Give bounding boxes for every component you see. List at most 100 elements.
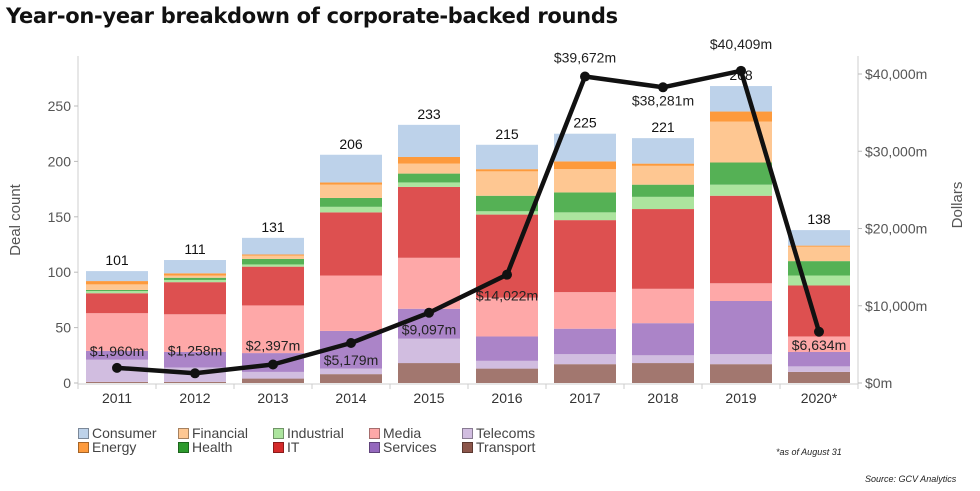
bar-segment-consumer	[632, 138, 694, 164]
bar-segment-consumer	[554, 133, 616, 162]
bar-segment-health	[710, 162, 772, 185]
legend-item-health: Health	[178, 440, 273, 454]
x-tick-label: 2017	[569, 390, 600, 406]
bar-segment-telecoms	[320, 368, 382, 375]
bar-segment-telecoms	[242, 371, 304, 379]
x-tick-label: 2013	[257, 390, 288, 406]
bar-segment-industrial	[320, 206, 382, 213]
x-tick-label: 2018	[647, 390, 678, 406]
dollars-point	[268, 359, 278, 370]
bar-segment-health	[86, 289, 148, 292]
chart-title: Year-on-year breakdown of corporate-back…	[6, 4, 618, 28]
dollars-point	[580, 71, 590, 82]
y2-tick-label: $0m	[865, 375, 892, 391]
bar-segment-services	[710, 301, 772, 355]
bar-segment-services	[86, 350, 148, 360]
bar-segment-transport	[632, 363, 694, 383]
bar-segment-consumer	[788, 230, 850, 246]
y-tick-label: 200	[48, 153, 72, 169]
y-tick-label: 50	[55, 320, 71, 336]
bar-segment-industrial	[710, 184, 772, 196]
bar-total-label: 131	[261, 219, 285, 235]
dollars-label: $14,022m	[476, 288, 538, 304]
bar-segment-media	[788, 336, 850, 352]
bar-segment-energy	[476, 169, 538, 172]
bar-segment-energy	[398, 156, 460, 164]
bar-segment-it	[86, 293, 148, 314]
dollars-point	[424, 307, 434, 318]
dollars-label: $9,097m	[402, 322, 456, 338]
bar-segment-health	[164, 277, 226, 280]
bar-segment-telecoms	[398, 338, 460, 364]
y2-tick-label: $40,000m	[865, 66, 927, 82]
bar-total-label: 225	[573, 115, 597, 131]
bar-segment-media	[242, 305, 304, 354]
x-tick-label: 2020*	[801, 390, 838, 406]
bar-segment-it	[710, 195, 772, 284]
y2-tick-label: $30,000m	[865, 143, 927, 159]
source-note: Source: GCV Analytics	[865, 474, 957, 484]
dollars-label: $6,634m	[792, 337, 846, 353]
legend-label: Health	[192, 439, 233, 455]
bar-segment-financial	[164, 275, 226, 278]
dollars-point	[658, 82, 668, 93]
legend-label: Consumer	[92, 425, 157, 441]
legend-item-consumer: Consumer	[78, 426, 178, 440]
bar-segment-consumer	[242, 237, 304, 255]
bar-segment-services	[788, 351, 850, 367]
bar-segment-transport	[398, 363, 460, 383]
bar-segment-telecoms	[788, 366, 850, 372]
bar-segment-services	[554, 328, 616, 355]
legend-label: Financial	[192, 425, 249, 441]
x-tick-label: 2015	[413, 390, 444, 406]
legend-label: Energy	[92, 439, 137, 455]
bar-segment-health	[320, 197, 382, 207]
dollars-label: $5,179m	[324, 352, 378, 368]
x-tick-label: 2014	[335, 390, 366, 406]
bar-segment-energy	[632, 163, 694, 166]
dollars-point	[112, 362, 122, 373]
legend-swatch	[462, 427, 473, 439]
bar-segment-it	[398, 186, 460, 258]
legend-item-telecoms: Telecoms	[462, 426, 552, 440]
bar-segment-media	[476, 297, 538, 337]
bar-segment-telecoms	[632, 355, 694, 364]
bar-segment-financial	[632, 165, 694, 185]
y-axis-title: Deal count	[7, 183, 24, 256]
x-tick-label: 2012	[179, 390, 210, 406]
legend-swatch	[462, 441, 473, 453]
bar-segment-consumer	[710, 86, 772, 112]
x-tick-label: 2016	[491, 390, 522, 406]
bar-total-label: 138	[807, 211, 831, 227]
legend: Consumer Financial Industrial Media Telecoms…	[78, 426, 552, 454]
bar-segment-industrial	[398, 182, 460, 187]
bar-segment-industrial	[788, 275, 850, 286]
bar-segment-financial	[242, 255, 304, 259]
bar-segment-energy	[86, 281, 148, 285]
bar-segment-services	[164, 351, 226, 368]
bar-segment-transport	[242, 378, 304, 383]
bar-segment-energy	[242, 254, 304, 256]
bar-segment-it	[632, 209, 694, 289]
bar-segment-transport	[476, 368, 538, 383]
legend-label: Telecoms	[476, 425, 536, 441]
legend-swatch	[369, 427, 380, 439]
bar-segment-consumer	[86, 271, 148, 282]
bar-segment-financial	[554, 169, 616, 193]
legend-swatch	[178, 441, 189, 453]
legend-item-energy: Energy	[78, 440, 178, 454]
bar-segment-health	[242, 258, 304, 265]
bar-segment-industrial	[554, 212, 616, 221]
bar-segment-consumer	[164, 260, 226, 274]
bar-segment-media	[710, 283, 772, 302]
legend-swatch	[78, 441, 89, 453]
bar-segment-transport	[788, 371, 850, 383]
bar-segment-health	[632, 184, 694, 197]
legend-label: Media	[383, 425, 422, 441]
bar-segment-industrial	[476, 211, 538, 215]
bar-segment-transport	[164, 381, 226, 383]
legend-swatch	[369, 441, 380, 453]
legend-item-financial: Financial	[178, 426, 273, 440]
bar-segment-health	[554, 192, 616, 213]
bar-segment-industrial	[164, 279, 226, 283]
